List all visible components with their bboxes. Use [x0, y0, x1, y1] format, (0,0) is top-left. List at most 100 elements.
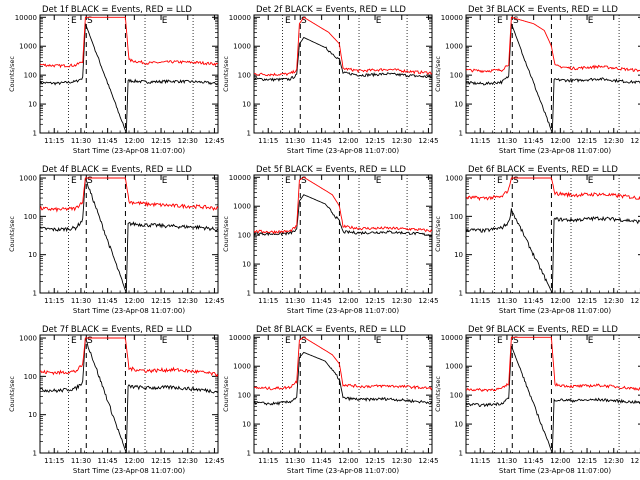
x-tick-label: 12:15: [365, 297, 385, 305]
region-marker-s: S: [87, 16, 93, 26]
y-tick-label: 10000: [229, 174, 251, 182]
region-marker-s: S: [301, 336, 307, 346]
x-tick-label: 12:45: [204, 457, 224, 465]
x-tick-label: 12:00: [550, 297, 570, 305]
region-marker-e: E: [285, 176, 291, 186]
x-axis-label: Start Time (23-Apr-08 11:07:00): [287, 467, 399, 475]
x-tick-label: 12:15: [365, 137, 385, 145]
x-tick-label: 11:30: [285, 457, 305, 465]
region-marker-e: E: [376, 336, 382, 346]
x-tick-label: 12:45: [418, 137, 438, 145]
panel-det-3f: Det 3f BLACK = Events, RED = LLD 1 10 100 10…: [434, 5, 640, 155]
panel-title: Det 3f BLACK = Events, RED = LLD: [468, 5, 618, 15]
y-axis-label: Counts/sec: [8, 376, 16, 412]
x-tick-label: 12:00: [124, 457, 144, 465]
y-tick-label: 1: [247, 130, 251, 138]
y-tick-label: 1000: [445, 175, 463, 183]
y-tick-label: 1000: [233, 43, 251, 51]
y-axis-label: Counts/sec: [222, 376, 230, 412]
region-marker-s: S: [513, 16, 519, 26]
x-tick-label: 11:15: [470, 137, 490, 145]
x-tick-label: 11:30: [71, 137, 91, 145]
x-tick-label: 11:45: [98, 137, 118, 145]
y-tick-label: 10: [454, 421, 463, 429]
x-tick-label: 11:15: [258, 137, 278, 145]
x-tick-label: 11:30: [497, 137, 517, 145]
region-marker-s: S: [87, 176, 93, 186]
y-tick-label: 100: [238, 72, 251, 80]
panel-title: Det 6f BLACK = Events, RED = LLD: [468, 165, 618, 175]
y-tick-label: 10000: [229, 14, 251, 22]
y-tick-label: 1000: [445, 43, 463, 51]
lld-series-line: [254, 16, 432, 77]
panel-title: Det 4f BLACK = Events, RED = LLD: [42, 165, 192, 175]
region-marker-e: E: [285, 336, 291, 346]
y-tick-label: 10000: [441, 334, 463, 342]
panel-title: Det 1f BLACK = Events, RED = LLD: [42, 5, 192, 15]
lld-series-line: [466, 336, 640, 393]
x-tick-label: 11:15: [258, 457, 278, 465]
x-tick-label: 12:00: [550, 137, 570, 145]
y-tick-label: 1: [247, 290, 251, 298]
y-tick-label: 100: [450, 392, 463, 400]
x-tick-label: 12:15: [151, 457, 171, 465]
region-marker-e: E: [588, 336, 594, 346]
lld-series-line: [466, 16, 640, 74]
y-tick-label: 1: [33, 290, 37, 298]
lld-series-line: [466, 177, 640, 202]
x-tick-label: 12:30: [604, 297, 624, 305]
x-axis-label: Start Time (23-Apr-08 11:07:00): [73, 147, 185, 155]
y-axis-label: Counts/sec: [434, 216, 442, 252]
events-series-line: [254, 351, 432, 406]
region-marker-e: E: [285, 16, 291, 26]
y-tick-label: 10000: [441, 14, 463, 22]
x-tick-label: 12:00: [338, 137, 358, 145]
y-tick-label: 100: [450, 213, 463, 221]
region-marker-e: E: [588, 16, 594, 26]
x-tick-label: 12:00: [338, 457, 358, 465]
region-marker-e: E: [162, 16, 168, 26]
region-marker-e: E: [71, 16, 77, 26]
events-series-line: [40, 177, 218, 293]
y-tick-label: 1: [459, 450, 463, 458]
y-tick-label: 10: [242, 101, 251, 109]
x-tick-label: 12:30: [392, 457, 412, 465]
region-marker-s: S: [87, 336, 93, 346]
region-marker-e: E: [588, 176, 594, 186]
events-series-line: [466, 208, 640, 293]
panel-det-4f: Det 4f BLACK = Events, RED = LLD 1 10 100 10…: [8, 165, 225, 315]
panel-det-9f: Det 9f BLACK = Events, RED = LLD 1 10 100 10…: [434, 325, 640, 475]
x-tick-label: 11:30: [71, 297, 91, 305]
region-marker-e: E: [497, 176, 503, 186]
x-tick-label: 11:15: [258, 297, 278, 305]
y-tick-label: 1000: [19, 43, 37, 51]
panel-det-1f: Det 1f BLACK = Events, RED = LLD 1 10 100 10…: [8, 5, 225, 155]
y-tick-label: 1000: [19, 175, 37, 183]
y-tick-label: 10: [28, 251, 37, 259]
x-axis-label: Start Time (23-Apr-08 11:07:00): [287, 147, 399, 155]
x-axis-label: Start Time (23-Apr-08 11:07:00): [499, 307, 611, 315]
x-tick-label: 11:30: [497, 457, 517, 465]
y-tick-label: 100: [24, 213, 37, 221]
plot-frame: [39, 14, 219, 134]
x-tick-label: 11:30: [285, 137, 305, 145]
panel-det-5f: Det 5f BLACK = Events, RED = LLD 1 10 100 10…: [222, 165, 439, 315]
lld-series-line: [40, 337, 218, 378]
plot-frame: [253, 334, 433, 454]
x-tick-label: 11:15: [44, 457, 64, 465]
y-tick-label: 100: [24, 72, 37, 80]
lld-series-line: [254, 176, 432, 235]
x-tick-label: 11:15: [470, 457, 490, 465]
region-marker-s: S: [513, 176, 519, 186]
panel-title: Det 9f BLACK = Events, RED = LLD: [468, 325, 618, 335]
x-tick-label: 11:45: [312, 457, 332, 465]
x-tick-label: 12:30: [604, 137, 624, 145]
x-tick-label: 12:00: [550, 457, 570, 465]
panel-title: Det 7f BLACK = Events, RED = LLD: [42, 325, 192, 335]
y-tick-label: 10000: [15, 14, 37, 22]
plot-frame: [39, 174, 219, 294]
x-tick-label: 12:45: [418, 457, 438, 465]
x-tick-label: 12:45: [630, 137, 640, 145]
x-tick-label: 12:45: [418, 297, 438, 305]
